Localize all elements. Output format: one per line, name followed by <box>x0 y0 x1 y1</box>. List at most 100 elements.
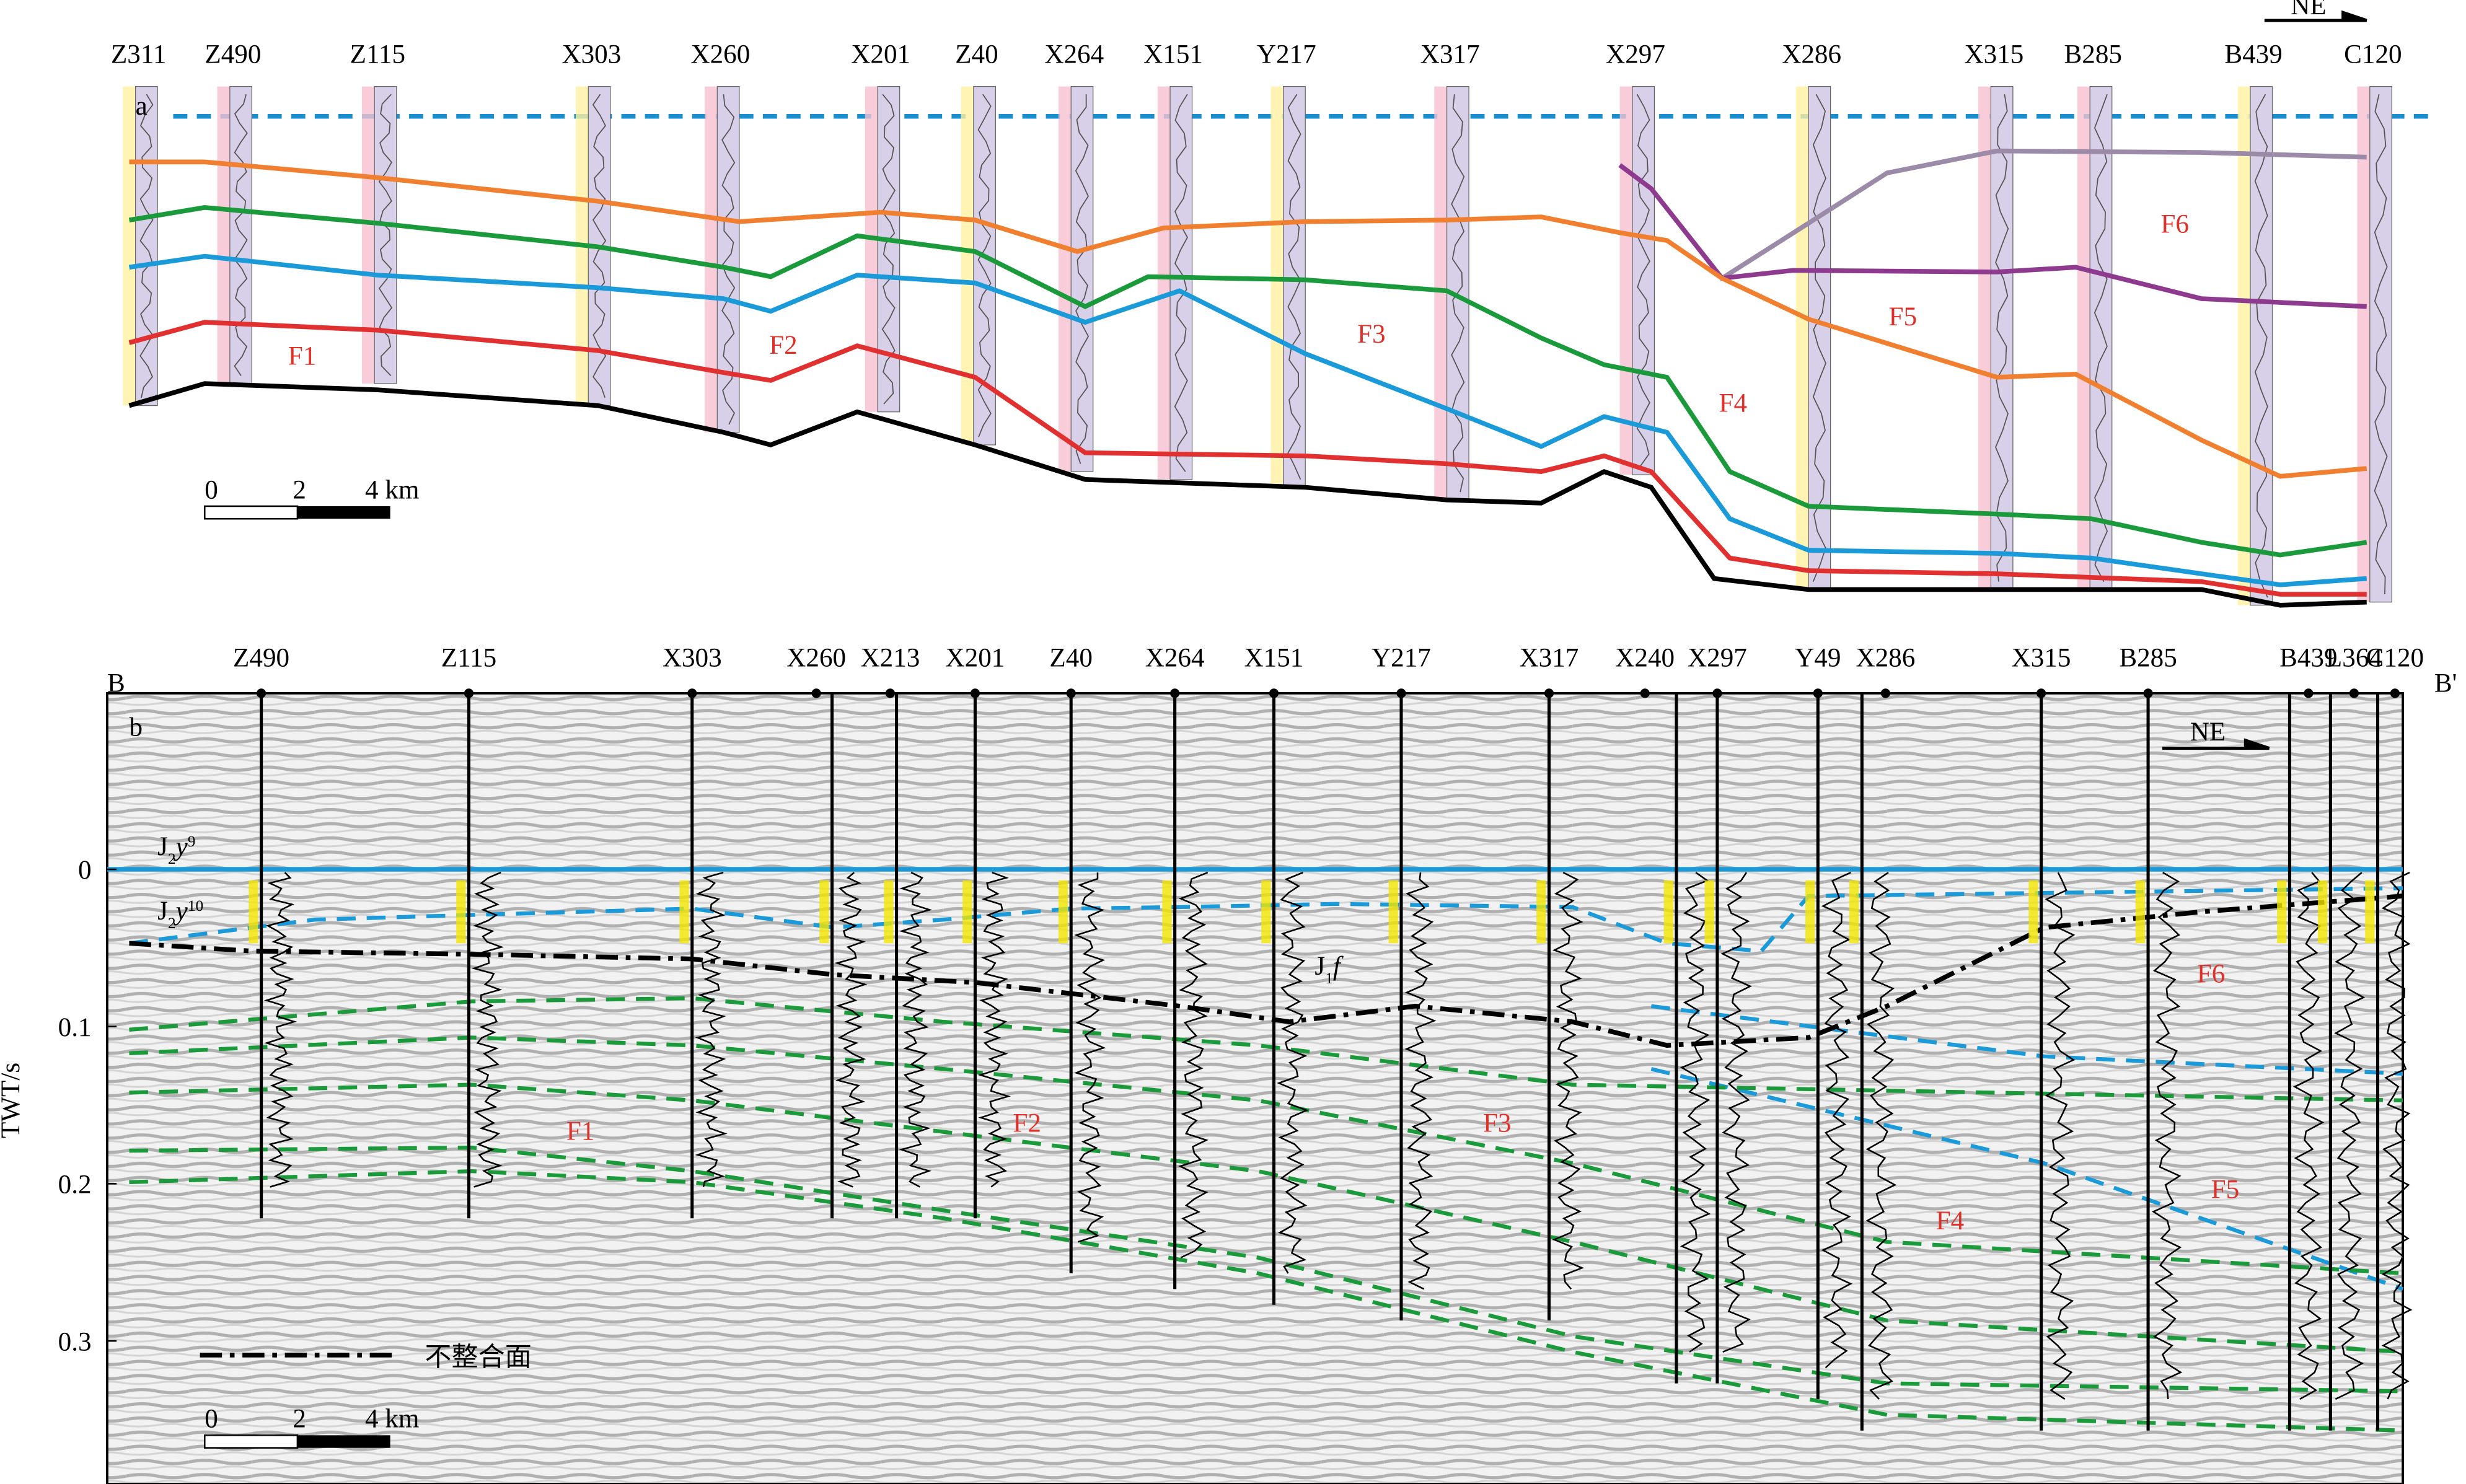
gr-log <box>2151 871 2183 1400</box>
sp-log <box>679 880 689 944</box>
sp-log <box>1805 880 1815 944</box>
gr-log <box>263 872 297 1188</box>
well-label: Z311 <box>111 40 166 69</box>
scale-label: 2 <box>293 475 306 504</box>
well-head <box>1712 688 1722 698</box>
gr-log <box>1865 872 1897 1400</box>
well-log <box>139 94 154 398</box>
gr-log <box>2045 872 2076 1400</box>
gr-log <box>899 871 933 1188</box>
sp-log <box>2277 880 2287 944</box>
well-column <box>229 86 252 384</box>
well-head <box>1640 688 1650 698</box>
start-label: B <box>107 669 125 698</box>
formula-letter: J <box>157 832 168 861</box>
gr-log <box>471 871 504 1188</box>
well-log <box>2374 94 2388 595</box>
well-column <box>2250 86 2273 606</box>
well-log <box>1812 94 1826 582</box>
well-label: B439 <box>2224 40 2282 69</box>
well-column <box>1169 86 1193 480</box>
well-log <box>1174 94 1188 472</box>
well-column <box>1619 86 1632 475</box>
horizon <box>129 159 2367 479</box>
sp-log <box>2135 880 2146 944</box>
well-log <box>881 94 896 405</box>
well-head <box>970 688 980 698</box>
well-log <box>1451 94 1465 493</box>
well-label: X240 <box>1615 644 1675 673</box>
y-tick-label: 0.3 <box>58 1327 92 1356</box>
block-label: F4 <box>1936 1206 1965 1236</box>
well-column <box>123 86 136 406</box>
formula-sub: 1 <box>1325 970 1333 987</box>
well-label: Y217 <box>1372 644 1431 673</box>
formula-sup: 10 <box>188 897 203 915</box>
block-label: F2 <box>1013 1109 1041 1138</box>
horizon <box>1720 148 2367 281</box>
well-column <box>361 86 375 384</box>
formula: J2y9 <box>157 832 195 867</box>
horizon <box>128 381 2367 608</box>
well-head <box>2349 688 2359 698</box>
well-column <box>1283 86 1306 488</box>
well-log <box>2254 94 2268 598</box>
well-column <box>217 86 230 384</box>
block-label: F6 <box>2160 209 2189 239</box>
direction-label: NE <box>2291 0 2327 20</box>
horizons <box>129 886 2404 1433</box>
well-label: Z115 <box>441 644 496 673</box>
gr-log <box>2381 871 2413 1400</box>
well-log <box>1995 94 2009 582</box>
formula: J2y10 <box>157 897 203 932</box>
well-label: X297 <box>1606 40 1665 69</box>
well-column <box>134 86 158 406</box>
horizon <box>128 253 2367 587</box>
well-label: X297 <box>1688 644 1747 673</box>
well-label: X213 <box>860 644 920 673</box>
well-label: X303 <box>663 644 722 673</box>
well-column <box>1978 86 1991 590</box>
well-head <box>811 688 821 698</box>
well-label: X286 <box>1782 40 1841 69</box>
correlation-lines <box>128 148 2367 608</box>
well-column <box>2089 86 2113 591</box>
well-head <box>2143 688 2153 698</box>
scale-label: 0 <box>205 1405 218 1434</box>
well-log <box>2094 94 2108 582</box>
gr-log <box>1178 871 1209 1258</box>
horizon <box>129 1035 2403 1276</box>
well-head <box>1066 688 1076 698</box>
y-tick-label: 0.2 <box>58 1170 92 1200</box>
well-column <box>2357 86 2370 602</box>
sp-log <box>962 880 972 944</box>
scale-bar <box>297 506 390 519</box>
well-column <box>961 86 974 445</box>
sp-log <box>2318 880 2328 944</box>
well-head <box>1269 688 1279 698</box>
well-label: Z40 <box>955 40 998 69</box>
well-label: X151 <box>1244 644 1304 673</box>
well-column <box>2369 86 2392 603</box>
well-label: X315 <box>2012 644 2071 673</box>
well-columns <box>123 86 2392 606</box>
gr-log <box>1680 872 1711 1353</box>
well-column <box>1632 86 1655 475</box>
well-label: X151 <box>1143 40 1203 69</box>
y-tick-label: 0.1 <box>58 1013 92 1042</box>
well-head <box>2036 688 2046 698</box>
well-label: X264 <box>1044 40 1104 69</box>
well-label: X201 <box>945 644 1005 673</box>
gr-log <box>1821 871 1852 1369</box>
block-label: F6 <box>2197 960 2226 989</box>
sp-log <box>884 880 894 944</box>
well-column <box>1434 86 1447 500</box>
well-label: X303 <box>561 40 621 69</box>
well-column <box>2237 86 2250 605</box>
well-label: X286 <box>1856 644 1915 673</box>
well-head <box>1544 688 1554 698</box>
sp-log <box>1058 880 1068 944</box>
well-label: Z115 <box>350 40 405 69</box>
well-label: Z490 <box>233 644 289 673</box>
sp-log <box>456 880 466 944</box>
